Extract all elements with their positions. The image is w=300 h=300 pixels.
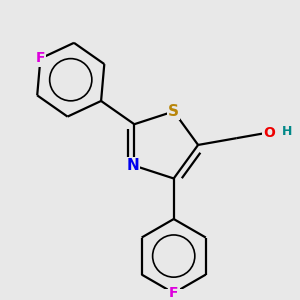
Text: N: N <box>126 158 139 173</box>
Text: F: F <box>36 52 45 65</box>
Text: O: O <box>263 126 275 140</box>
Text: S: S <box>168 104 179 119</box>
Text: H: H <box>282 124 292 138</box>
Text: F: F <box>169 286 178 300</box>
